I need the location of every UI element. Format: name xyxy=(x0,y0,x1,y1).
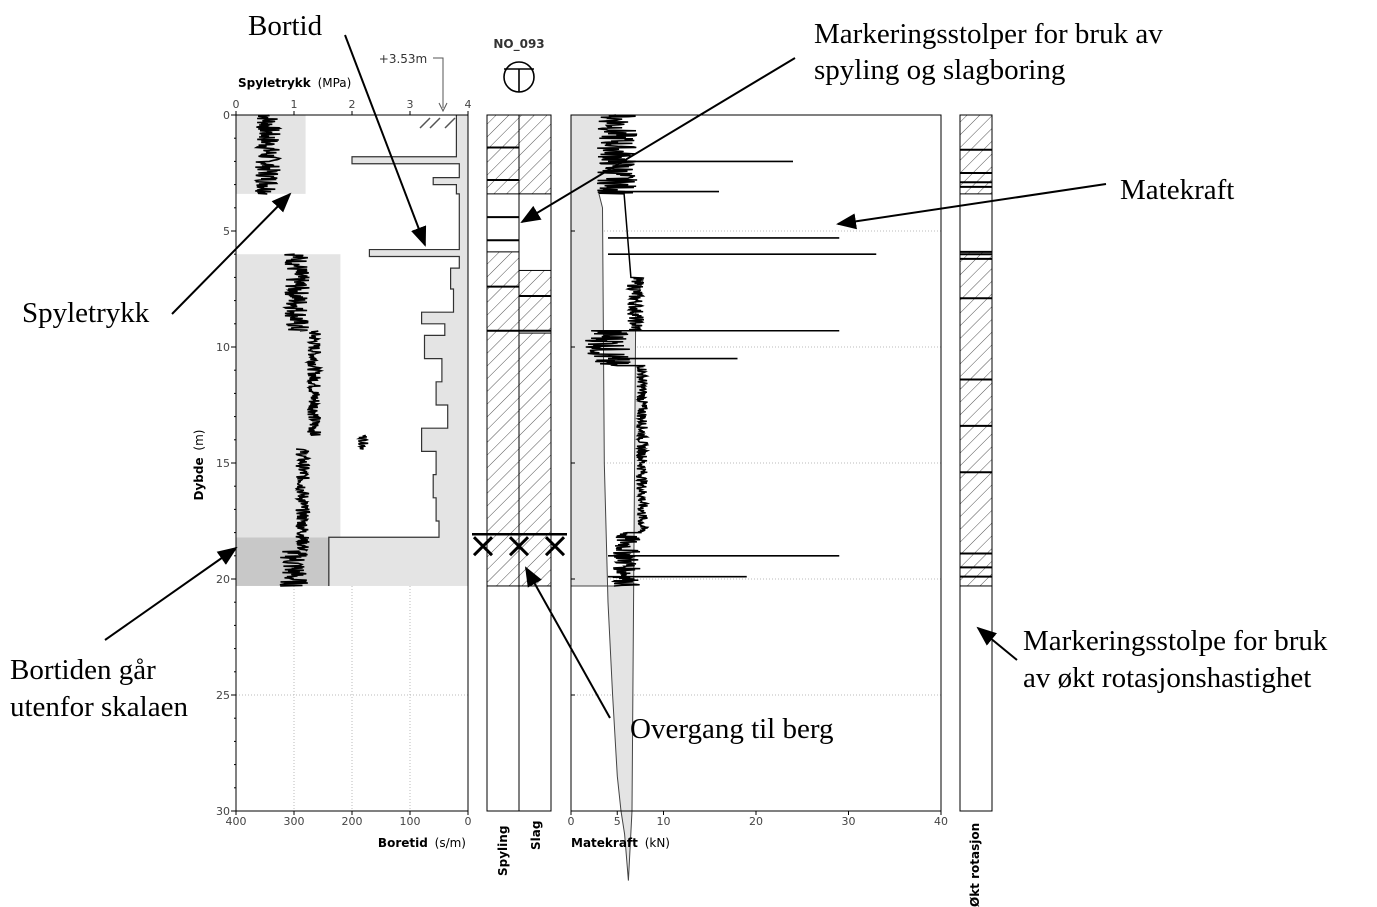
spyling-label: Spyling xyxy=(496,826,510,876)
boretid-line xyxy=(328,115,460,586)
depth-tick-label: 0 xyxy=(223,109,230,122)
boretid-tick-label: 300 xyxy=(284,815,305,828)
depth-tick-label: 5 xyxy=(223,225,230,238)
depth-tick-label: 15 xyxy=(216,457,230,470)
spyletrykk-tick-label: 1 xyxy=(291,98,298,111)
depth-tick-label: 30 xyxy=(216,805,230,818)
rock-x-mark xyxy=(544,536,566,557)
panel-spyling-slag: Spyling Slag xyxy=(486,114,552,876)
panel-okt-rotasjon: Økt rotasjon xyxy=(959,114,993,907)
matekraft-axis-label: Matekraft (kN) xyxy=(571,836,670,850)
annotation-markeringsstolper-1: Markeringsstolper for bruk av xyxy=(814,18,1163,50)
matekraft-tick-label: 10 xyxy=(657,815,671,828)
annotation-spyletrykk: Spyletrykk xyxy=(22,297,150,329)
matekraft-tick-label: 40 xyxy=(934,815,948,828)
rock-transition-marker xyxy=(472,532,567,557)
rock-x-mark xyxy=(472,536,494,557)
slag-band xyxy=(518,332,552,587)
boretid-axis-label: Boretid (s/m) xyxy=(378,836,466,850)
boretid-offscale-fill xyxy=(236,537,330,586)
annotation-matekraft: Matekraft xyxy=(1120,174,1234,206)
matekraft-tick-label: 5 xyxy=(614,815,621,828)
depth-tick-label: 10 xyxy=(216,341,230,354)
annotation-bortid: Bortid xyxy=(248,10,323,42)
depth-tick-label: 20 xyxy=(216,573,230,586)
okt-rotasjon-label: Økt rotasjon xyxy=(968,823,982,907)
arrow-matekraft xyxy=(836,183,1107,230)
spyletrykk-tick-label: 4 xyxy=(465,98,472,111)
spyling-band xyxy=(486,330,520,587)
spyletrykk-fill xyxy=(236,254,341,538)
arrow-bortid xyxy=(344,34,427,247)
top-offset-label: +3.53m xyxy=(379,52,427,66)
spyletrykk-tick-label: 0 xyxy=(233,98,240,111)
annotation-bortiden-1: Bortiden går xyxy=(10,654,156,686)
slag-band xyxy=(518,269,552,332)
annotation-rotasjon-1: Markeringsstolpe for bruk xyxy=(1023,625,1328,657)
depth-axis-label: Dybde (m) xyxy=(192,430,206,501)
arrow-bortiden xyxy=(104,546,238,641)
slag-band xyxy=(518,114,552,195)
top-offset-arrow xyxy=(438,102,448,113)
annotation-rotasjon-2: av økt rotasjonshastighet xyxy=(1023,662,1311,694)
boretid-tick-label: 100 xyxy=(400,815,421,828)
spyling-band xyxy=(486,251,520,332)
matekraft-tick-label: 0 xyxy=(568,815,575,828)
panel-matekraft: 0 5 10 20 30 40 Matekraft (kN) xyxy=(568,114,948,881)
slag-label: Slag xyxy=(529,821,543,850)
spyletrykk-tick-label: 3 xyxy=(407,98,414,111)
spyletrykk-axis-label: Spyletrykk (MPa) xyxy=(238,76,351,90)
borehole-symbol-icon xyxy=(503,61,535,93)
arrow-spyletrykk xyxy=(171,192,292,315)
spyling-band xyxy=(486,114,520,195)
top-offset-bracket xyxy=(433,57,444,108)
matekraft-tick-label: 20 xyxy=(749,815,763,828)
annotation-markeringsstolper-2: spyling og slagboring xyxy=(814,54,1065,86)
boretid-tick-label: 0 xyxy=(465,815,472,828)
boretid-tick-label: 400 xyxy=(226,815,247,828)
matekraft-trace xyxy=(585,114,651,587)
annotation-overgang: Overgang til berg xyxy=(630,713,834,745)
spyletrykk-tick-label: 2 xyxy=(349,98,356,111)
matekraft-area xyxy=(570,114,650,881)
spyletrykk-trace xyxy=(253,114,370,587)
arrow-markeringsstolper xyxy=(520,57,796,224)
rock-x-mark xyxy=(508,536,530,557)
depth-tick-label: 25 xyxy=(216,689,230,702)
okt-rotasjon-band xyxy=(959,251,993,587)
offscale-marks xyxy=(419,117,456,129)
annotations: Bortid Markeringsstolper for bruk av spy… xyxy=(10,10,1328,745)
arrow-overgang xyxy=(525,566,611,719)
matekraft-tick-label: 30 xyxy=(842,815,856,828)
annotation-bortiden-2: utenfor skalaen xyxy=(10,691,188,723)
panel-spyletrykk-boretid: 0 1 2 3 4 400 300 200 100 0 0 5 10 15 20 25 30 Spyletr… xyxy=(192,76,472,850)
station-label: NO_093 xyxy=(493,37,544,52)
boretid-tick-label: 200 xyxy=(342,815,363,828)
arrow-rotasjon xyxy=(976,626,1018,661)
